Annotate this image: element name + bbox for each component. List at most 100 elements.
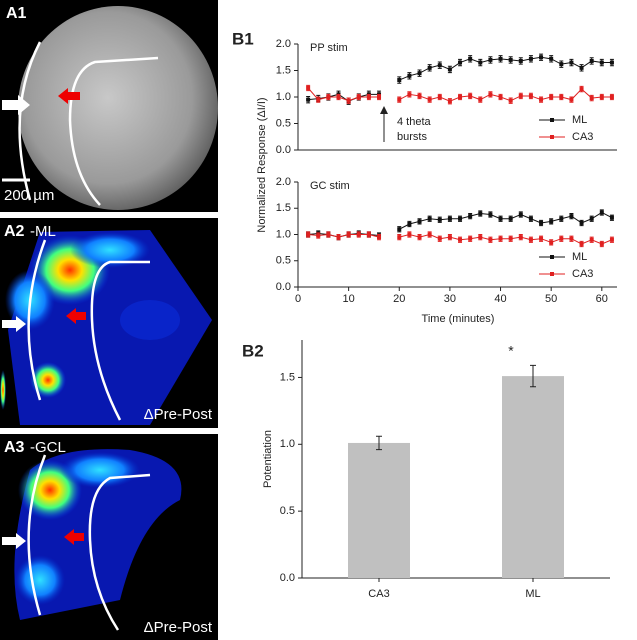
chart-title: PP stim [310,42,348,54]
x-axis-label: Time (minutes) [422,313,495,325]
x-tick-label: 40 [494,293,506,305]
marker [589,58,594,63]
legend-swatch [550,135,554,139]
y-tick-label: 1.0 [280,438,295,450]
marker [589,237,594,242]
arrow-head [380,106,388,114]
panel-label: A1 [6,5,27,22]
marker [569,60,574,65]
error-bar [530,364,536,388]
marker [609,215,614,220]
marker [407,92,412,97]
marker [397,227,402,232]
marker [508,216,513,221]
y-tick-label: 0.5 [276,117,291,129]
marker [478,60,483,65]
marker [306,232,311,237]
y-tick-label: 1.5 [276,64,291,76]
panel-sublabel: -GCL [30,439,66,456]
marker [397,235,402,240]
image-a2: A2 -ML ΔPre-Post [0,218,218,428]
image-a1: A1 200 µm [0,0,218,212]
marker [539,236,544,241]
x-tick-label: 10 [343,293,355,305]
marker [478,235,483,240]
panel-label: B1 [232,29,254,48]
legend-label: CA3 [572,131,593,143]
panel-label: A3 [4,439,25,456]
marker [508,98,513,103]
marker [437,236,442,241]
marker [437,217,442,222]
marker [508,236,513,241]
marker [447,235,452,240]
x-tick-label: 30 [444,293,456,305]
marker [316,97,321,102]
y-tick-label: 0.5 [276,255,291,267]
marker [528,216,533,221]
marker [427,97,432,102]
marker [478,211,483,216]
marker [488,92,493,97]
y-tick-label: 1.5 [276,202,291,214]
y-tick-label: 0.0 [276,144,291,156]
x-tick-label: ML [525,588,540,600]
marker [447,99,452,104]
marker [326,232,331,237]
bar [348,442,410,578]
marker [417,71,422,76]
marker [336,235,341,240]
marker [447,67,452,72]
image-a3: A3 -GCL ΔPre-Post [0,434,218,640]
marker [316,233,321,238]
marker [589,96,594,101]
marker [366,232,371,237]
marker [498,216,503,221]
x-tick-label: 50 [545,293,557,305]
marker [468,214,473,219]
marker [518,235,523,240]
marker [498,56,503,61]
marker [427,216,432,221]
marker [326,95,331,99]
marker [579,65,584,70]
marker [417,219,422,224]
marker [559,95,564,99]
marker [579,241,584,246]
marker [397,97,402,102]
marker [569,97,574,102]
marker [599,210,604,215]
marker [488,57,493,62]
marker [528,56,533,61]
marker [437,63,442,68]
marker [366,95,371,99]
marker [549,56,554,61]
legend-label: CA3 [572,268,593,280]
marker [539,220,544,225]
marker [458,216,463,221]
marker [488,212,493,217]
marker [356,95,361,99]
annotation: bursts [397,131,427,143]
x-tick-label: 60 [596,293,608,305]
y-tick-label: 2.0 [276,176,291,188]
marker [468,93,473,98]
y-axis-label: Normalized Response (ΔI/I) [256,97,268,232]
panel-caption: ΔPre-Post [144,406,213,423]
marker [346,98,351,103]
marker [478,97,483,102]
y-tick-label: 0.0 [280,572,295,584]
marker [539,55,544,60]
marker [609,237,614,242]
y-tick-label: 1.0 [276,91,291,103]
marker [458,95,463,99]
marker [518,93,523,98]
scale-label: 200 µm [4,187,54,204]
marker [549,240,554,245]
marker [518,212,523,217]
marker [559,62,564,67]
marker [417,235,422,240]
marker [417,93,422,98]
marker [336,95,341,99]
y-tick-label: 1.0 [276,228,291,240]
